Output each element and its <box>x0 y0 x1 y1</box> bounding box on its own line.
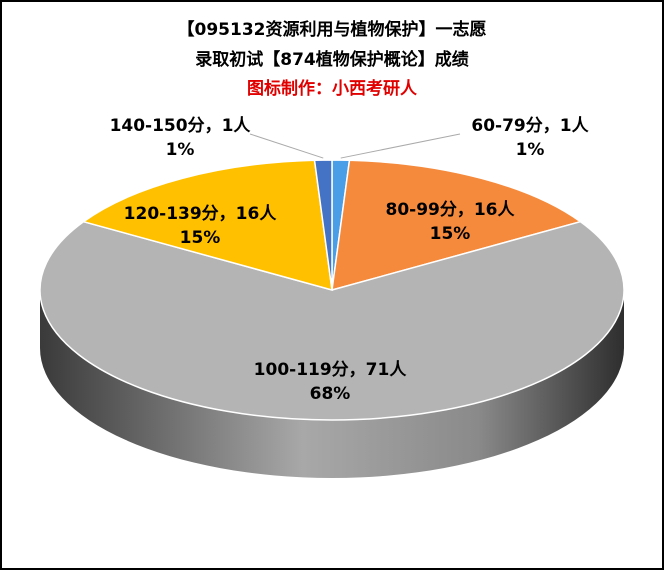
data-label: 80-99分，16人 <box>385 200 515 220</box>
data-label: 120-139分，16人 <box>124 204 278 224</box>
data-label: 140-150分，1人 <box>110 116 252 136</box>
percent-label: 1% <box>516 140 545 160</box>
chart-title: 【095132资源利用与植物保护】一志愿 <box>178 19 487 40</box>
percent-label: 15% <box>180 228 221 248</box>
slice-side <box>40 290 624 478</box>
percent-label: 15% <box>430 224 471 244</box>
chart-title: 录取初试【874植物保护概论】成绩 <box>195 49 469 70</box>
leader-line <box>249 133 324 159</box>
slice <box>331 159 583 292</box>
slice <box>313 159 333 291</box>
slice <box>39 220 625 421</box>
leader-line <box>340 133 461 159</box>
chart-subtitle: 图标制作：小西考研人 <box>247 78 418 99</box>
data-label: 100-119分，71人 <box>254 360 408 380</box>
slice <box>81 159 333 292</box>
percent-label: 1% <box>166 140 195 160</box>
data-label: 60-79分，1人 <box>471 116 589 136</box>
percent-label: 68% <box>310 384 351 404</box>
